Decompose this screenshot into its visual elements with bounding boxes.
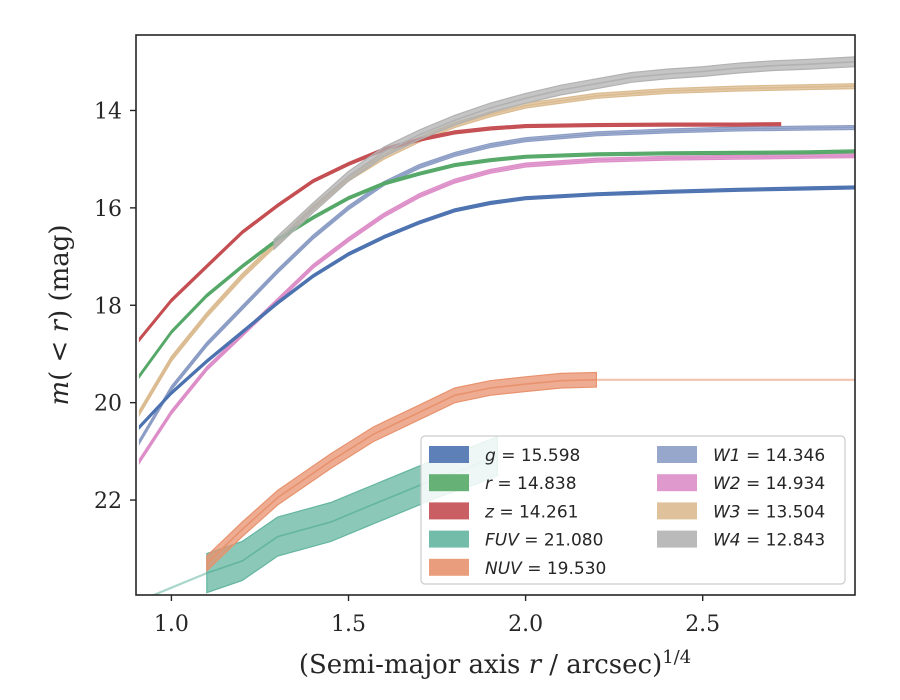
series-line [138, 126, 855, 443]
series-band [273, 56, 855, 251]
legend-swatch [429, 446, 469, 463]
legend-item: g = 15.598 [429, 446, 580, 466]
y-tick-label: 16 [94, 197, 122, 222]
series-w1 [138, 124, 855, 446]
x-tick-label: 2.0 [508, 612, 543, 637]
series-line [138, 150, 855, 377]
y-tick-label: 20 [94, 392, 122, 417]
series-band [138, 149, 855, 380]
legend-swatch [429, 558, 469, 576]
y-tick-label: 14 [94, 99, 122, 124]
legend-label: r = 14.838 [485, 474, 577, 494]
legend-item: W3 = 13.504 [657, 502, 825, 522]
series-line [273, 61, 855, 245]
x-tick-label: 1.0 [154, 612, 189, 637]
legend-label: g = 15.598 [485, 446, 580, 466]
legend-box [420, 435, 846, 585]
legend-label: W1 = 14.346 [713, 446, 825, 466]
series-g [138, 185, 855, 431]
x-tick-label: 2.5 [685, 612, 720, 637]
legend-swatch [657, 502, 697, 520]
legend-item: W2 = 14.934 [657, 474, 825, 494]
series-w4 [273, 56, 855, 251]
legend-item: W1 = 14.346 [657, 446, 825, 466]
x-axis: 1.0 1.5 2.0 2.5 [154, 595, 720, 637]
legend-swatch [657, 446, 697, 463]
y-tick-label: 18 [94, 294, 122, 319]
series-line [138, 186, 855, 428]
legend-label: W3 = 13.504 [713, 502, 825, 522]
legend-label: z = 14.261 [484, 502, 578, 522]
series-band [138, 122, 782, 343]
legend-label: W4 = 12.843 [713, 531, 825, 551]
legend: g = 15.598 r = 14.838 z = 14.261 FUV = 21.0… [420, 435, 846, 585]
legend-swatch [657, 530, 697, 548]
legend-item: FUV = 21.080 [429, 530, 603, 551]
legend-swatch [429, 474, 469, 492]
legend-label: W2 = 14.934 [713, 474, 825, 494]
series-band [138, 124, 855, 446]
legend-label: FUV = 21.080 [485, 531, 603, 551]
y-axis-label: m( < r) (mag) [45, 224, 75, 405]
y-tick-label: 22 [94, 489, 122, 514]
legend-label: NUV = 19.530 [485, 559, 606, 579]
series-band [138, 153, 855, 466]
series-w2 [138, 153, 855, 466]
series-band [206, 371, 597, 573]
x-tick-label: 1.5 [331, 612, 366, 637]
series-band [138, 185, 855, 431]
legend-item: z = 14.261 [429, 502, 578, 522]
legend-item: W4 = 12.843 [657, 530, 825, 551]
series-line [138, 155, 855, 462]
legend-swatch [429, 502, 469, 520]
legend-item: NUV = 19.530 [429, 558, 606, 579]
plot-frame [135, 34, 856, 596]
x-axis-label: (Semi-major axis r / arcsec)1/4 [299, 647, 691, 681]
series-nuv [206, 371, 597, 573]
legend-swatch [429, 530, 469, 548]
legend-swatch [657, 474, 697, 492]
series-r [138, 149, 855, 380]
legend-item: r = 14.838 [429, 474, 577, 494]
series-extension [150, 572, 208, 595]
series-line [206, 379, 597, 564]
y-axis: 14 16 18 20 22 [94, 99, 136, 514]
